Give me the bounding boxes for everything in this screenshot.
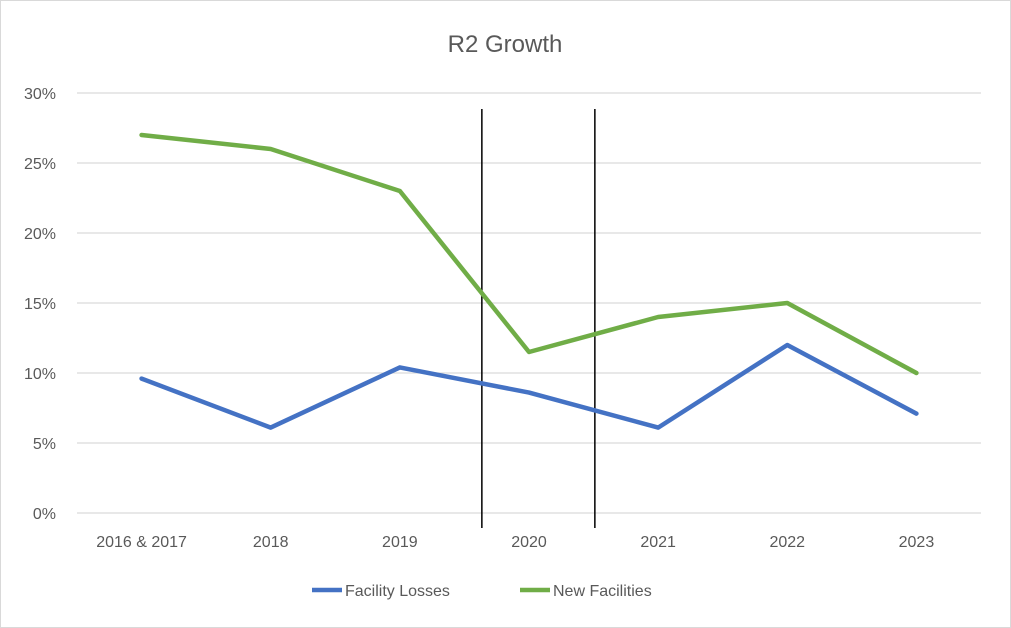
y-tick-label: 25% [24, 156, 56, 173]
legend-label: New Facilities [553, 583, 652, 600]
x-tick-label: 2019 [382, 534, 418, 551]
x-tick-label: 2018 [253, 534, 289, 551]
series-line-facility-losses [139, 342, 919, 430]
x-tick-label: 2022 [769, 534, 805, 551]
y-tick-label: 30% [24, 86, 56, 103]
x-tick-label: 2020 [511, 534, 547, 551]
legend-label: Facility Losses [345, 583, 450, 600]
chart-title: R2 Growth [448, 31, 563, 58]
y-tick-label: 5% [33, 436, 56, 453]
x-tick-label: 2023 [899, 534, 935, 551]
y-tick-label: 15% [24, 296, 56, 313]
y-tick-label: 20% [24, 226, 56, 243]
x-tick-label: 2016 & 2017 [96, 534, 187, 551]
series-line-new-facilities [139, 132, 919, 376]
y-tick-label: 0% [33, 506, 56, 523]
x-tick-label: 2021 [640, 534, 676, 551]
y-tick-label: 10% [24, 366, 56, 383]
